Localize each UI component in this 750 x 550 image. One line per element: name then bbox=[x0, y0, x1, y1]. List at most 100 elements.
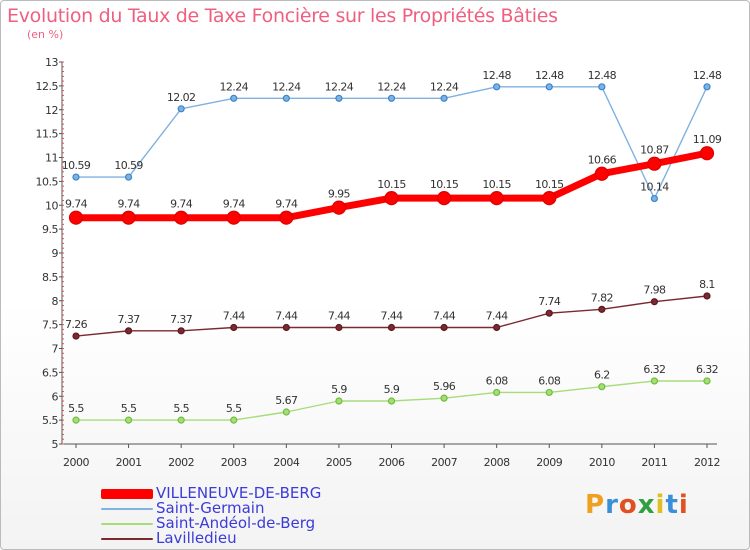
legend-swatch bbox=[101, 522, 153, 525]
data-point bbox=[493, 83, 501, 91]
logo-letter: x bbox=[637, 490, 656, 520]
data-label: 7.44 bbox=[380, 309, 403, 322]
data-point bbox=[650, 194, 659, 203]
x-tick-label: 2005 bbox=[326, 456, 352, 469]
proxiti-logo: Proxiti bbox=[585, 490, 689, 520]
data-label: 10.59 bbox=[62, 159, 91, 172]
y-tick-label: 10 bbox=[45, 199, 58, 212]
legend-label: Saint-Andéol-de-Berg bbox=[156, 514, 316, 532]
y-tick-label: 12 bbox=[45, 104, 58, 117]
data-label: 5.96 bbox=[433, 380, 456, 393]
data-point bbox=[440, 94, 448, 102]
data-point bbox=[335, 323, 343, 332]
y-tick-label: 7.5 bbox=[42, 319, 58, 332]
y-tick-label: 10.5 bbox=[36, 175, 59, 188]
data-label: 10.14 bbox=[640, 181, 669, 194]
y-tick-label: 6.5 bbox=[42, 366, 58, 379]
data-label: 5.5 bbox=[226, 402, 242, 415]
data-label: 12.48 bbox=[588, 69, 617, 82]
data-point bbox=[594, 166, 609, 181]
data-label: 6.32 bbox=[643, 363, 665, 376]
data-point bbox=[387, 323, 396, 332]
data-label: 12.24 bbox=[377, 80, 406, 93]
x-tick-label: 2001 bbox=[116, 456, 142, 469]
y-tick-label: 11 bbox=[45, 152, 58, 165]
legend-label: Saint-Germain bbox=[156, 499, 265, 517]
data-point bbox=[436, 190, 452, 206]
data-point bbox=[489, 190, 504, 206]
logo-letter: i bbox=[678, 490, 689, 520]
data-point bbox=[598, 305, 606, 313]
data-point bbox=[177, 327, 185, 335]
y-tick-label: 7 bbox=[52, 343, 59, 356]
data-point bbox=[335, 397, 343, 405]
data-point bbox=[387, 397, 396, 405]
data-point bbox=[440, 394, 448, 402]
data-label: 10.66 bbox=[588, 154, 617, 167]
x-tick-label: 2006 bbox=[379, 456, 405, 469]
data-point bbox=[440, 323, 448, 332]
data-point bbox=[545, 309, 553, 317]
data-label: 7.37 bbox=[170, 313, 193, 326]
x-tick-label: 2002 bbox=[168, 456, 194, 469]
data-point bbox=[331, 200, 347, 215]
data-label: 10.15 bbox=[535, 178, 564, 191]
legend-item: Saint-Andéol-de-Berg bbox=[101, 516, 321, 531]
data-label: 10.15 bbox=[482, 178, 511, 191]
y-tick-label: 11.5 bbox=[36, 128, 59, 141]
data-label: 6.08 bbox=[486, 374, 509, 387]
data-point bbox=[72, 332, 80, 340]
data-label: 12.24 bbox=[430, 80, 459, 93]
legend-label: Lavilledieu bbox=[156, 529, 237, 547]
data-point bbox=[650, 377, 659, 385]
series-saint-and-ol-de-berg: 5.5 5.5 5.5 5.5 5.67 5.9 5.9 5.96 6.08 6.08 6.2 6.3… bbox=[68, 363, 719, 424]
data-label: 12.24 bbox=[220, 80, 249, 93]
logo-letter: P bbox=[585, 490, 606, 520]
data-label: 12.48 bbox=[535, 69, 564, 82]
data-label: 10.15 bbox=[430, 178, 459, 191]
data-point bbox=[545, 83, 553, 91]
data-label: 5.67 bbox=[275, 394, 298, 407]
data-point bbox=[598, 383, 606, 391]
data-point bbox=[384, 190, 399, 206]
data-point bbox=[226, 210, 241, 225]
y-tick-label: 8 bbox=[52, 295, 59, 308]
data-point bbox=[542, 190, 557, 206]
data-label: 12.24 bbox=[272, 80, 301, 93]
data-label: 5.5 bbox=[121, 402, 137, 415]
logo-letter: r bbox=[605, 490, 619, 520]
y-tick-label: 9 bbox=[52, 247, 59, 260]
y-tick-label: 6 bbox=[52, 390, 59, 403]
series-lavilledieu: 7.26 7.37 7.37 7.44 7.44 7.44 7.44 7.44 7.44 7.74… bbox=[65, 278, 715, 340]
data-point bbox=[545, 388, 553, 397]
legend-swatch bbox=[101, 488, 153, 499]
legend-label: VILLENEUVE-DE-BERG bbox=[156, 484, 322, 502]
data-point bbox=[230, 416, 238, 424]
data-point bbox=[230, 94, 238, 102]
data-label: 9.74 bbox=[170, 198, 193, 211]
data-label: 12.48 bbox=[482, 69, 511, 82]
data-label: 12.24 bbox=[325, 80, 354, 93]
series-saint-germain: 10.59 10.59 12.02 12.24 12.24 12.24 12.24 12.24… bbox=[62, 69, 722, 203]
data-label: 9.95 bbox=[328, 188, 351, 201]
data-label: 5.5 bbox=[68, 402, 84, 415]
chart-legend: VILLENEUVE-DE-BERG Saint-Germain Saint-And… bbox=[101, 486, 321, 546]
data-point bbox=[699, 146, 715, 161]
data-point bbox=[177, 105, 185, 113]
y-tick-label: 5.5 bbox=[42, 414, 58, 427]
data-label: 7.82 bbox=[591, 291, 613, 304]
data-label: 12.48 bbox=[693, 69, 722, 82]
data-label: 8.1 bbox=[699, 278, 715, 291]
x-tick-label: 2011 bbox=[641, 456, 667, 469]
legend-swatch bbox=[101, 537, 153, 540]
data-point bbox=[387, 94, 396, 102]
data-label: 7.26 bbox=[65, 318, 88, 331]
data-point bbox=[650, 298, 659, 306]
data-point bbox=[124, 173, 133, 181]
data-label: 5.5 bbox=[173, 402, 189, 415]
data-label: 11.09 bbox=[693, 133, 722, 146]
data-label: 7.44 bbox=[433, 309, 456, 322]
data-point bbox=[703, 377, 711, 385]
data-point bbox=[647, 156, 662, 171]
